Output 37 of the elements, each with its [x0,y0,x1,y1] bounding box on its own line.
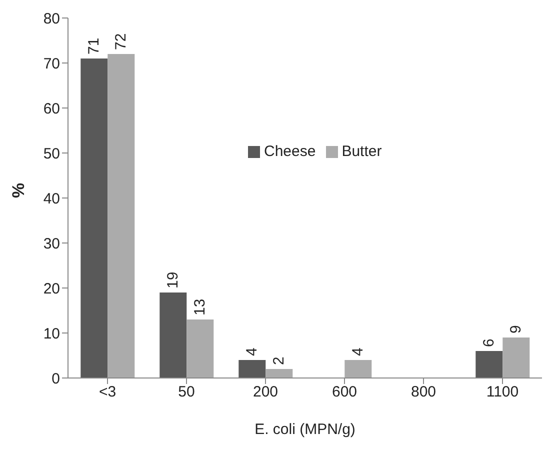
bar [238,360,266,378]
data-label: 6 [480,338,498,347]
y-tick-label: 0 [52,370,60,388]
y-tick-label: 60 [43,100,60,118]
x-tick-label: 800 [410,384,436,401]
data-label: 4 [244,348,261,356]
bar [108,54,135,378]
legend-label: Cheese [264,143,316,160]
bar [80,58,108,378]
x-tick-label: 200 [252,384,278,401]
y-tick-label: 30 [43,235,60,252]
y-axis-title: % [9,182,28,198]
legend-label: Butter [342,143,382,160]
y-tick-label: 70 [43,55,60,72]
data-label: 4 [350,348,367,356]
x-tick-label: 600 [332,384,358,401]
x-axis-title: E. coli (MPN/g) [254,421,356,438]
data-label: 9 [508,325,525,334]
x-tick-label: <3 [98,384,116,401]
y-tick-label: 50 [43,145,60,162]
bar [266,369,293,378]
y-tick-label: 10 [43,325,60,342]
bar [502,338,530,378]
x-tick-label: 50 [178,384,195,401]
y-tick-label: 40 [43,190,60,208]
data-label: 2 [270,356,288,365]
bar [476,351,503,378]
data-label: 71 [86,38,103,54]
data-label: 19 [164,272,182,288]
bar [344,360,372,378]
bar [186,320,214,378]
bar [160,292,187,378]
data-label: 13 [192,298,209,316]
y-tick-label: 20 [43,280,60,298]
y-tick-label: 80 [43,10,60,28]
x-tick-label: 1100 [486,384,519,401]
data-label: 72 [112,33,130,50]
